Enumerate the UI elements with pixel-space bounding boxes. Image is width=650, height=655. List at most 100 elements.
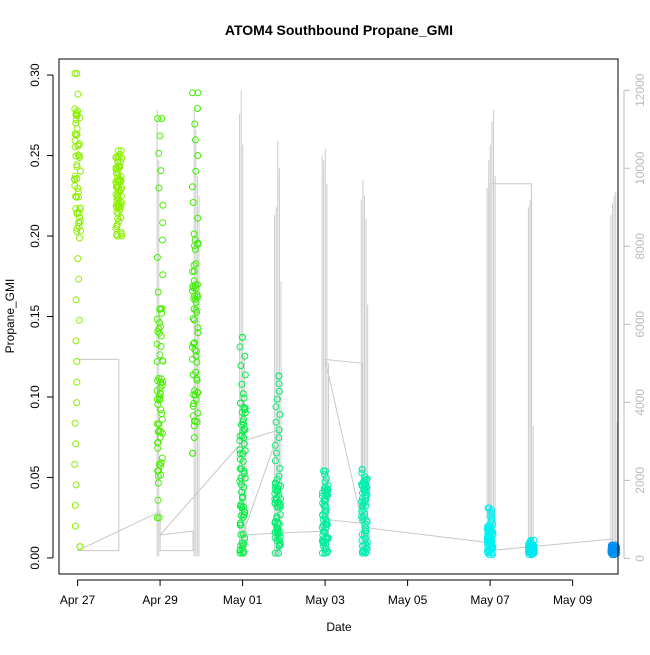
data-point (194, 329, 202, 337)
data-point (241, 404, 249, 412)
data-point (188, 287, 196, 295)
data-point (236, 519, 244, 527)
data-point (193, 358, 201, 366)
data-point (155, 184, 163, 192)
data-point (113, 197, 121, 204)
data-point (319, 521, 327, 529)
data-point (489, 530, 497, 538)
data-point (321, 513, 329, 521)
data-point (275, 380, 283, 388)
data-point (237, 542, 245, 550)
data-point (239, 457, 247, 465)
data-point (113, 208, 121, 216)
data-point (273, 514, 281, 522)
data-point (190, 422, 198, 430)
altitude-series (156, 90, 618, 557)
data-point (239, 530, 247, 538)
y2-tick-label: 6000 (633, 311, 647, 338)
data-point (239, 390, 247, 398)
data-point (239, 513, 247, 521)
data-point (157, 427, 164, 435)
y2-tick-label: 0 (633, 555, 647, 562)
data-point (191, 120, 199, 128)
data-point (154, 400, 162, 408)
data-point (153, 420, 161, 428)
data-point (191, 281, 199, 289)
data-point (192, 299, 200, 306)
data-point (114, 158, 122, 166)
data-point (274, 535, 282, 543)
data-point (324, 486, 332, 494)
data-point (359, 516, 367, 524)
data-point (192, 136, 199, 144)
data-point (72, 193, 80, 201)
data-point (241, 447, 249, 455)
data-point (154, 496, 162, 504)
data-point (190, 400, 198, 407)
data-point (321, 471, 329, 479)
data-point (190, 277, 198, 285)
data-point (71, 522, 79, 530)
data-point (159, 271, 167, 279)
data-point (71, 460, 79, 468)
data-point (240, 548, 248, 556)
data-point (276, 528, 284, 536)
data-point (76, 204, 84, 212)
data-point (271, 479, 279, 487)
data-point (362, 548, 370, 556)
data-point (276, 541, 284, 548)
data-point (273, 395, 281, 403)
chart-title: ATOM4 Southbound Propane_GMI (225, 22, 453, 38)
data-point (362, 524, 370, 532)
data-point (114, 232, 121, 240)
data-point (156, 351, 164, 359)
data-point (154, 439, 161, 447)
data-point (323, 485, 331, 493)
data-point (238, 494, 246, 502)
data-point (73, 70, 81, 77)
data-point (362, 476, 370, 484)
data-point (192, 295, 200, 303)
data-point (157, 342, 165, 350)
data-point (193, 376, 201, 384)
data-point (154, 288, 162, 296)
data-point (117, 147, 125, 155)
data-point (156, 132, 164, 140)
y-tick-label: 0.15 (28, 304, 42, 328)
data-point (362, 492, 370, 500)
y-tick-label: 0.30 (28, 63, 42, 87)
x-tick-label: Apr 29 (142, 593, 178, 607)
data-point (71, 419, 79, 427)
data-point (73, 399, 81, 407)
data-point (276, 411, 284, 418)
data-point (74, 107, 81, 115)
data-point (240, 434, 248, 442)
data-point (71, 137, 79, 145)
data-point (238, 432, 246, 440)
x-tick-label: May 03 (305, 593, 345, 607)
data-point (190, 316, 198, 324)
data-point (192, 347, 200, 355)
data-point (117, 186, 125, 193)
data-point (323, 517, 331, 525)
data-point (73, 224, 81, 232)
data-point (241, 474, 249, 482)
data-point (153, 514, 161, 522)
data-point (194, 214, 202, 222)
data-point (271, 528, 279, 536)
data-point (76, 217, 84, 225)
data-point (159, 357, 167, 365)
data-point (358, 480, 366, 488)
data-point (158, 305, 166, 313)
data-point (75, 152, 83, 160)
plot-frame (58, 58, 619, 575)
y2-tick-label: 2000 (633, 467, 647, 494)
data-point (239, 333, 246, 341)
data-point (192, 260, 200, 268)
data-point (273, 475, 281, 483)
data-point (76, 234, 83, 242)
data-point (240, 467, 248, 475)
data-point (156, 394, 164, 402)
y2-tick-label: 12000 (633, 73, 647, 107)
